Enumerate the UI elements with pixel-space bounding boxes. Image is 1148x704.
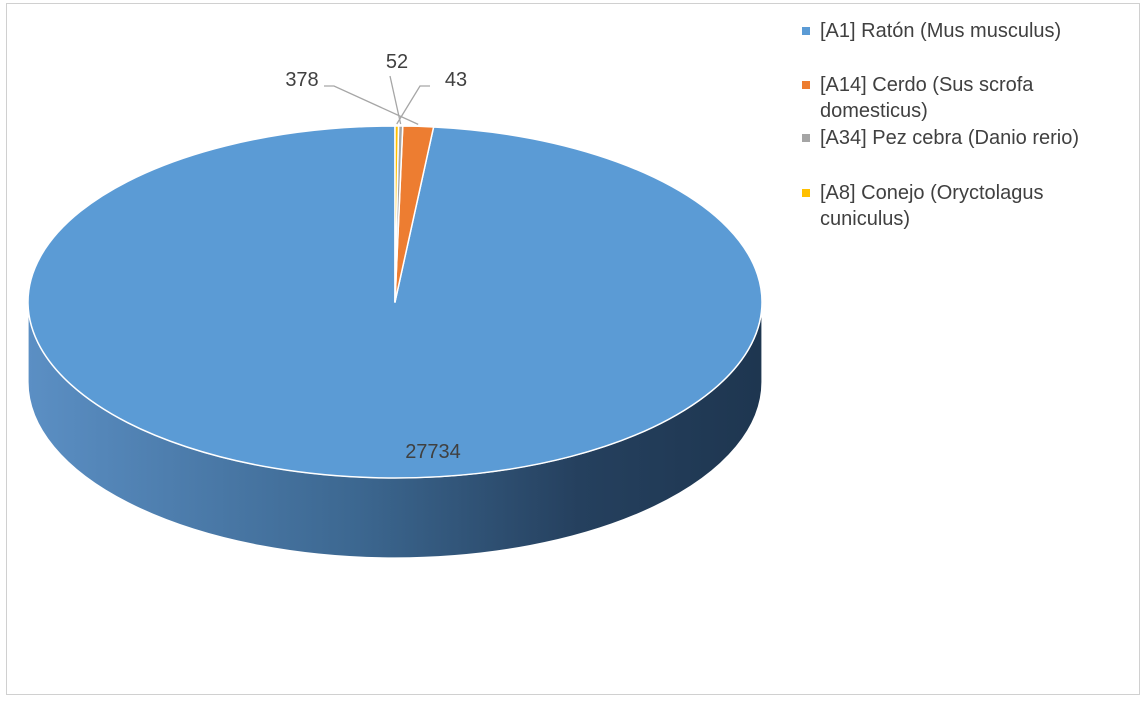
legend-item-raton[interactable]: [A1] Ratón (Mus musculus) bbox=[800, 18, 1061, 44]
leader-line bbox=[324, 85, 419, 125]
legend-swatch bbox=[802, 189, 810, 197]
legend-item-pez-cebra[interactable]: [A34] Pez cebra (Danio rerio) bbox=[800, 125, 1079, 151]
data-label-cerdo: 378 bbox=[285, 69, 318, 91]
legend-item-conejo[interactable]: [A8] Conejo (Oryctolagus cuniculus) bbox=[800, 180, 1130, 232]
legend-swatch bbox=[802, 81, 810, 89]
pie-slices bbox=[27, 125, 763, 479]
legend-label: [A1] Ratón (Mus musculus) bbox=[820, 20, 1062, 42]
legend-label: [A8] Conejo (Oryctolagus cuniculus) bbox=[820, 182, 1044, 230]
data-labels: 27734 378 52 43 bbox=[285, 51, 467, 463]
legend-swatch bbox=[802, 134, 810, 142]
leader-line bbox=[389, 75, 402, 125]
legend-swatch bbox=[802, 27, 810, 35]
data-label-conejo: 43 bbox=[445, 69, 467, 91]
slice-conejo[interactable] bbox=[394, 125, 400, 303]
leader-line bbox=[396, 85, 430, 125]
data-label-pez-cebra: 52 bbox=[386, 51, 408, 73]
legend-item-cerdo[interactable]: [A14] Cerdo (Sus scrofa domesticus) bbox=[800, 72, 1130, 124]
leader-lines bbox=[324, 75, 430, 125]
data-label-raton: 27734 bbox=[405, 441, 461, 463]
legend-label: [A14] Cerdo (Sus scrofa domesticus) bbox=[820, 74, 1034, 122]
legend-label: [A34] Pez cebra (Danio rerio) bbox=[820, 127, 1080, 149]
